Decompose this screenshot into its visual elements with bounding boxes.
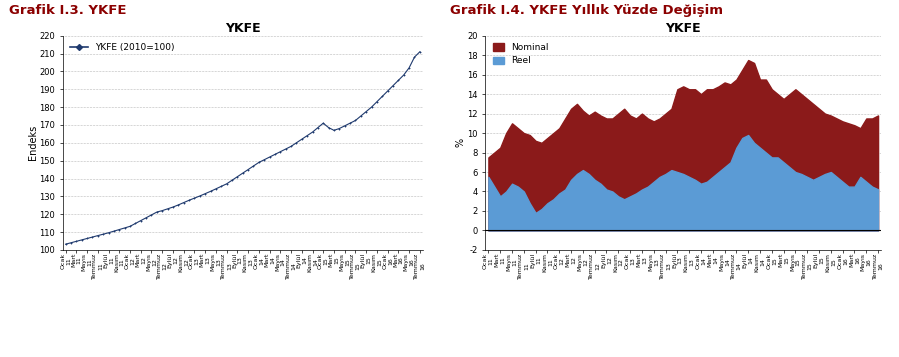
Title: YKFE: YKFE xyxy=(665,21,701,35)
Legend: YKFE (2010=100): YKFE (2010=100) xyxy=(67,40,178,55)
Y-axis label: %: % xyxy=(456,138,466,147)
Text: Grafik I.4. YKFE Yıllık Yüzde Değişim: Grafik I.4. YKFE Yıllık Yüzde Değişim xyxy=(450,4,723,16)
Title: YKFE: YKFE xyxy=(225,21,261,35)
Y-axis label: Endeks: Endeks xyxy=(28,125,38,160)
Legend: Nominal, Reel: Nominal, Reel xyxy=(490,40,551,68)
Text: Grafik I.3. YKFE: Grafik I.3. YKFE xyxy=(9,4,127,16)
